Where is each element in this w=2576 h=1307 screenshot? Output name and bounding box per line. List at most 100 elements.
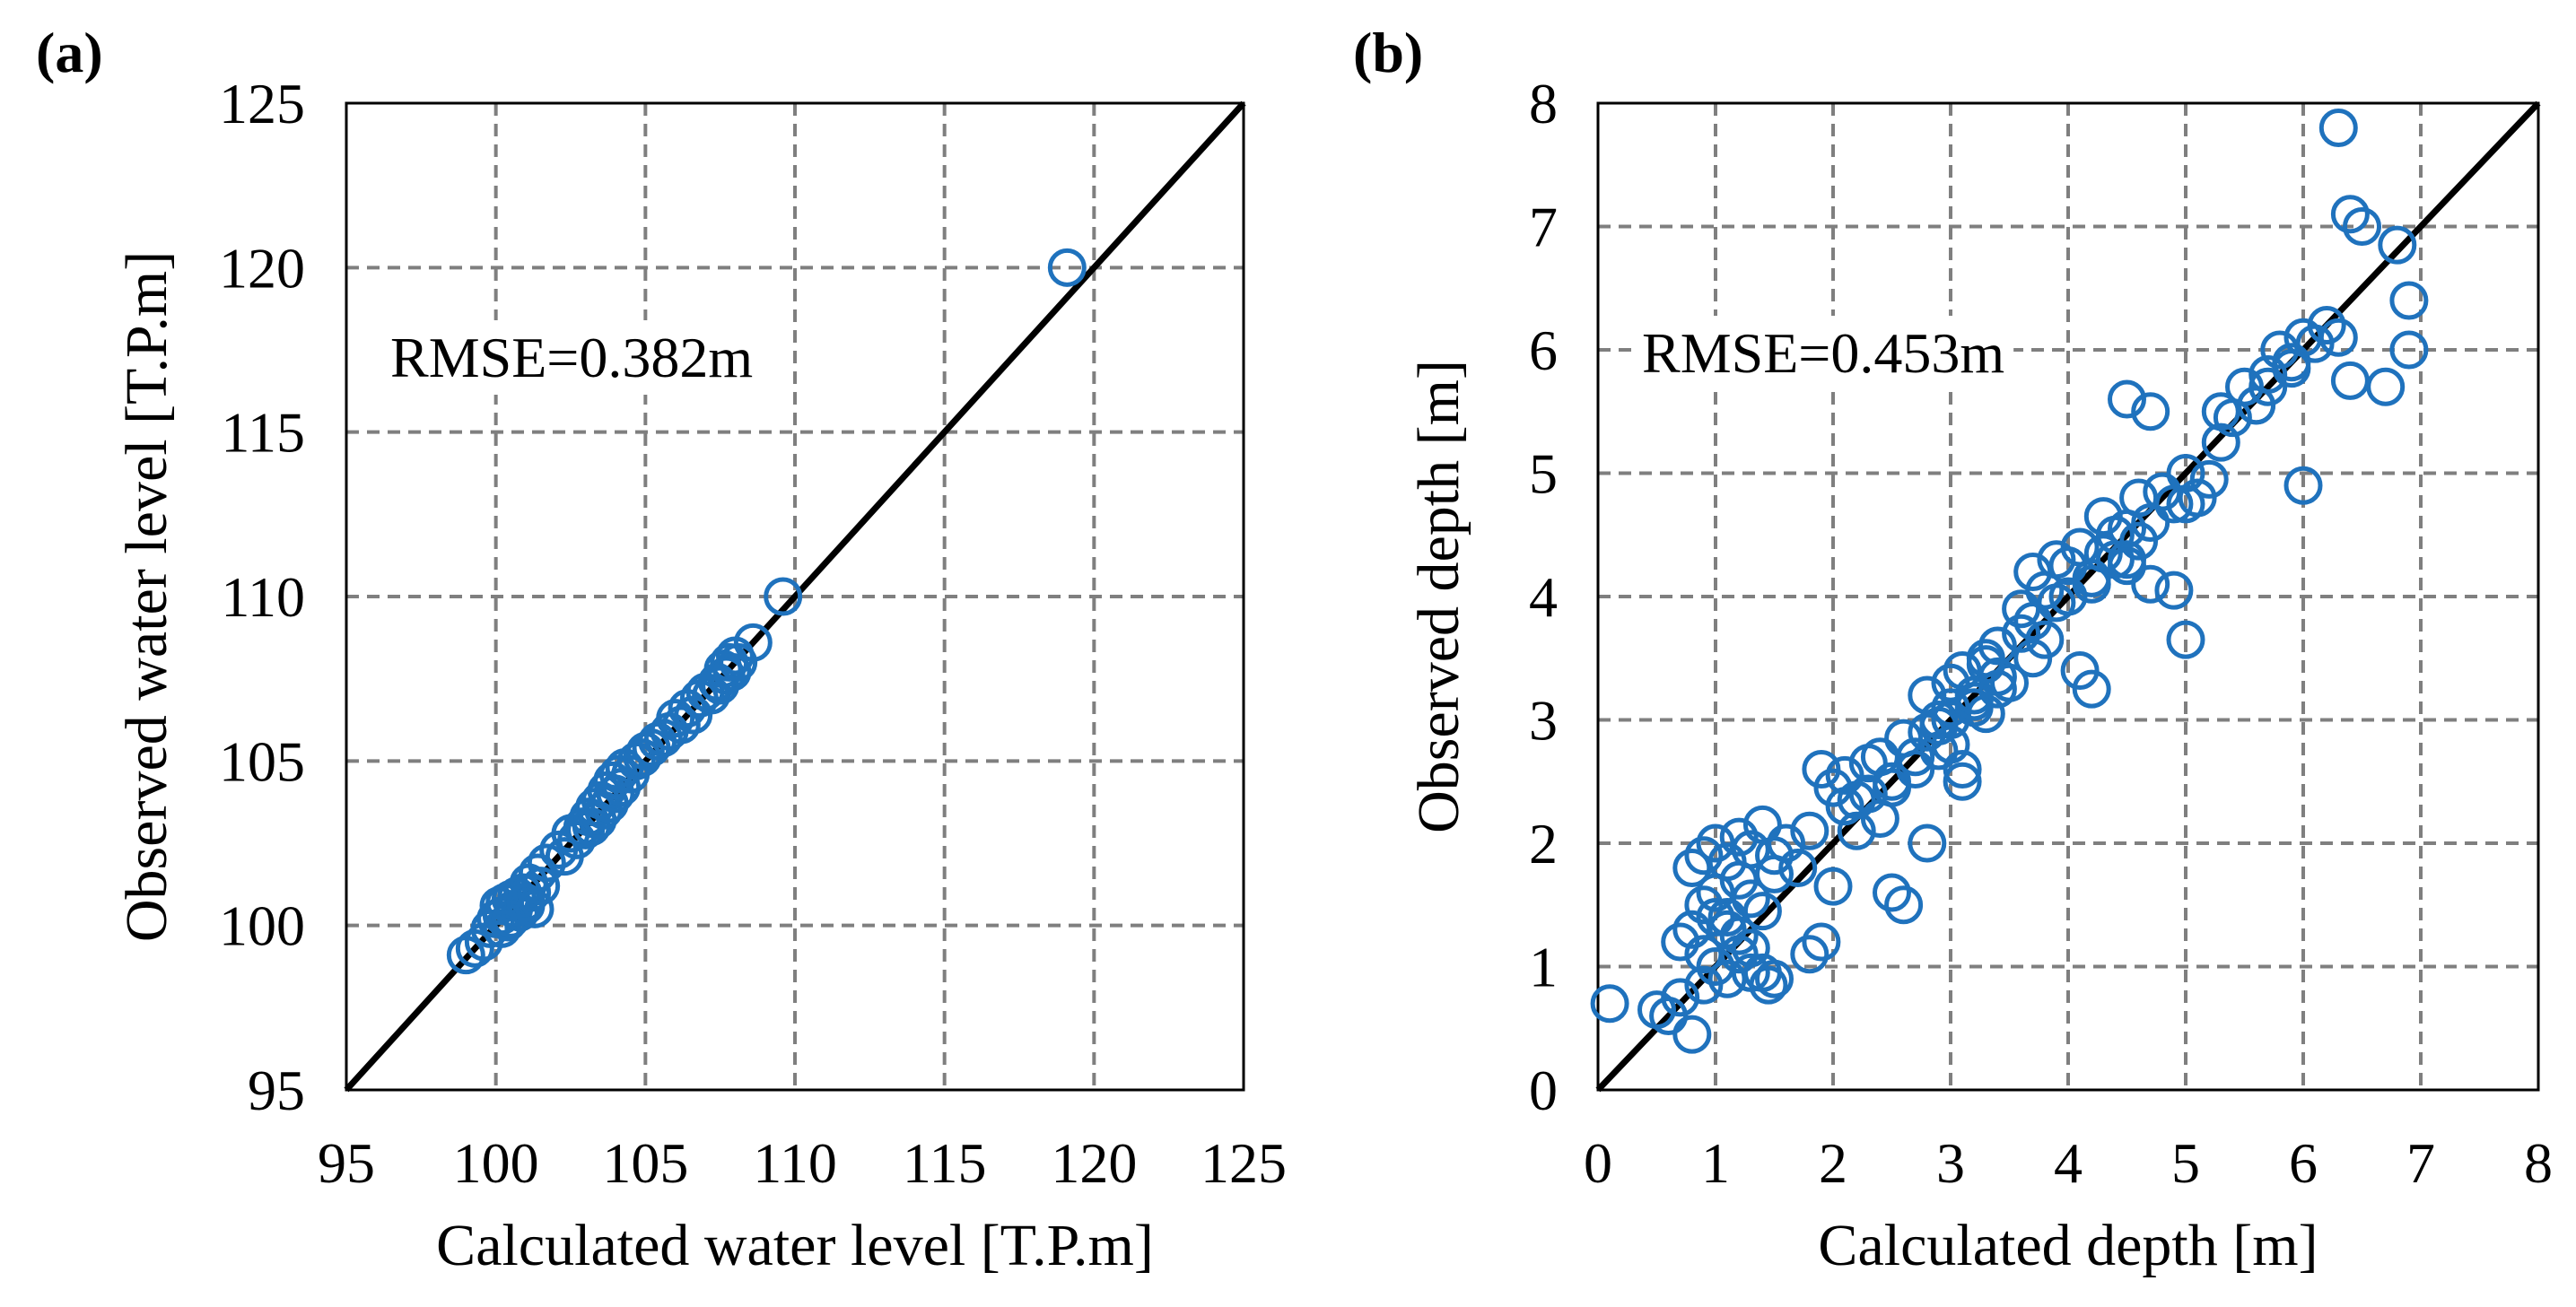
data-point xyxy=(2330,361,2370,400)
data-point xyxy=(515,889,554,928)
data-point xyxy=(2154,571,2194,610)
y-tick-label: 3 xyxy=(1529,689,1558,753)
data-point xyxy=(2166,620,2205,659)
data-point xyxy=(764,577,803,616)
x-tick-label: 0 xyxy=(1584,1131,1612,1195)
data-point xyxy=(1943,750,1982,789)
data-point xyxy=(1896,737,1935,777)
data-point xyxy=(1684,935,1724,974)
x-tick-label: 5 xyxy=(2171,1131,2200,1195)
rmse-annotation-background xyxy=(1633,316,2014,390)
data-point xyxy=(1873,768,1911,807)
y-tick-label: 1 xyxy=(1529,936,1558,999)
data-point xyxy=(2318,109,2358,147)
plot-area-frame xyxy=(345,101,1245,1092)
data-point xyxy=(2307,306,2346,344)
data-point xyxy=(527,843,566,883)
y-tick-label: 100 xyxy=(219,894,305,958)
x-tick-label: 115 xyxy=(903,1131,987,1195)
data-point xyxy=(2083,497,2123,536)
data-point xyxy=(1696,898,1735,937)
data-point xyxy=(2002,614,2041,653)
data-point xyxy=(2389,281,2429,320)
rmse-annotation: RMSE=0.382m xyxy=(390,326,753,389)
data-point xyxy=(2213,398,2252,438)
data-point xyxy=(2131,392,2170,431)
y-tick-label: 6 xyxy=(1529,318,1558,382)
data-point xyxy=(1837,780,1876,820)
data-point xyxy=(1731,879,1770,919)
x-axis-label: Calculated depth [m] xyxy=(1818,1213,2318,1278)
data-point xyxy=(733,623,773,662)
y-tick-label: 105 xyxy=(219,729,305,793)
x-tick-label: 110 xyxy=(753,1131,837,1195)
data-point xyxy=(2283,466,2323,505)
data-point xyxy=(2343,207,2381,246)
data-point xyxy=(2025,620,2065,659)
data-point xyxy=(1931,725,1970,764)
data-point xyxy=(1672,1015,1712,1054)
y-tick-label: 5 xyxy=(1529,442,1558,506)
data-point xyxy=(2272,349,2311,388)
plot-area-frame xyxy=(1596,101,2540,1092)
data-point xyxy=(1954,682,1994,721)
chart-panel-2: 0 1 2 3 4 5 6 7 8 0 1 2 3 4 5 6 7 8 Calculated depth [m] Ob… xyxy=(1353,21,2553,1278)
data-point xyxy=(2072,669,2111,709)
data-point xyxy=(1837,811,1876,850)
x-tick-label: 1 xyxy=(1701,1131,1730,1195)
y-tick-label: 115 xyxy=(221,401,305,465)
data-point xyxy=(1661,922,1700,962)
data-point xyxy=(656,699,695,738)
data-point xyxy=(1825,755,1864,795)
data-point xyxy=(2318,318,2358,357)
data-point xyxy=(2048,577,2088,616)
data-point xyxy=(1884,885,1924,925)
x-tick-label: 8 xyxy=(2524,1131,2553,1195)
y-tick-label: 0 xyxy=(1529,1059,1558,1122)
data-point xyxy=(2330,195,2370,234)
data-point xyxy=(1755,836,1794,876)
data-point xyxy=(2189,459,2229,499)
data-point xyxy=(1684,836,1724,876)
x-tick-label: 6 xyxy=(2289,1131,2318,1195)
data-point xyxy=(1931,663,1970,702)
y-tick-label: 95 xyxy=(248,1059,305,1122)
data-point xyxy=(1908,675,1947,715)
x-tick-label: 100 xyxy=(453,1131,539,1195)
data-point xyxy=(1590,984,1629,1024)
panel-label: (a) xyxy=(36,21,103,84)
y-axis-label: Observed depth [m] xyxy=(1406,360,1471,833)
x-axis-label: Calculated water level [T.P.m] xyxy=(436,1213,1154,1278)
y-tick-label: 120 xyxy=(219,236,305,300)
data-point xyxy=(2131,564,2170,604)
data-point xyxy=(1813,768,1853,807)
y-tick-label: 110 xyxy=(221,565,305,629)
data-point xyxy=(1684,885,1724,925)
data-point xyxy=(1047,248,1087,287)
data-point xyxy=(2154,484,2194,524)
data-point xyxy=(2366,367,2406,406)
data-point xyxy=(1978,669,2017,709)
data-point xyxy=(2378,225,2417,265)
data-point xyxy=(1908,823,1947,863)
data-point xyxy=(661,705,701,745)
data-point xyxy=(1749,965,1788,1005)
data-point xyxy=(1873,873,1911,912)
y-axis-label: Observed water level [T.P.m] xyxy=(114,251,179,942)
data-point xyxy=(1755,959,1794,998)
data-point xyxy=(1790,811,1829,850)
data-point xyxy=(2108,379,2146,419)
y-tick-label: 7 xyxy=(1529,196,1558,259)
data-point xyxy=(2201,423,2240,462)
data-point xyxy=(1813,867,1853,906)
data-point xyxy=(482,909,521,948)
x-tick-label: 125 xyxy=(1201,1131,1287,1195)
data-point xyxy=(1778,849,1818,887)
data-point xyxy=(1790,935,1829,974)
y-tick-label: 4 xyxy=(1529,565,1558,629)
rmse-annotation-background xyxy=(381,320,763,395)
data-point xyxy=(2249,367,2288,406)
data-point xyxy=(2108,540,2146,579)
data-point xyxy=(1966,645,2005,684)
